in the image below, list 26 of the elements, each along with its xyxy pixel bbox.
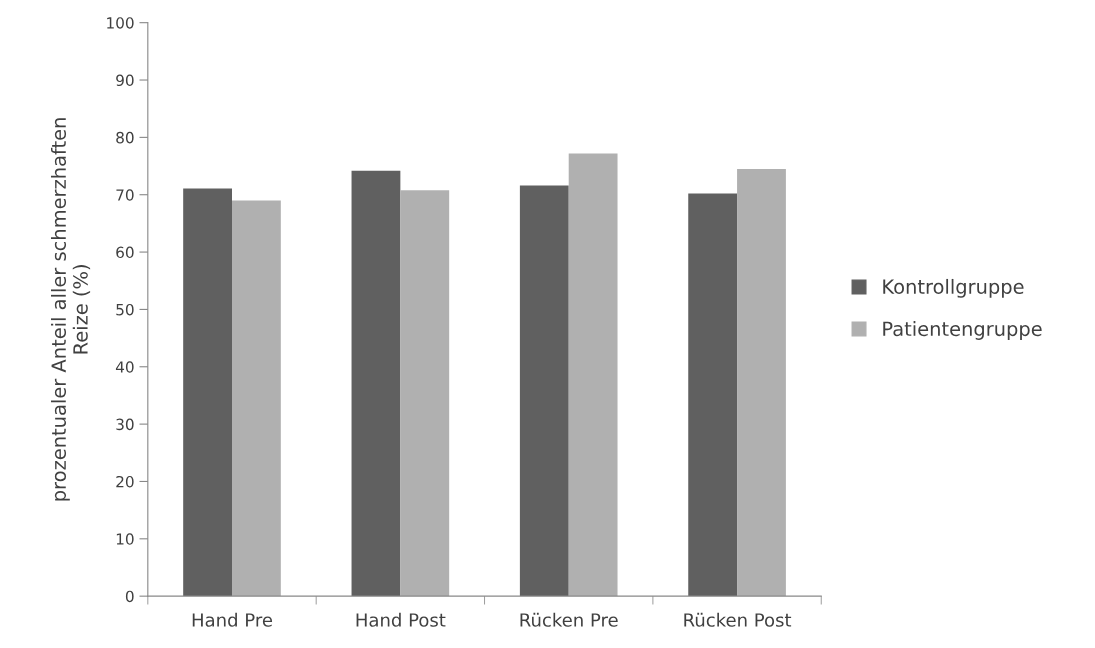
y-tick-label: 100 [107,17,134,29]
y-axis-title: prozentualer Anteil aller schmerzhaften Reize (%) [50,118,91,501]
x-tick-label: Rücken Post [684,612,792,627]
y-tick-label: 80 [116,131,134,144]
bar [568,153,618,597]
bar [737,168,786,597]
bar [351,170,401,597]
y-tick-label: 40 [115,361,134,373]
y-tick-label: 20 [116,475,134,488]
y-tick-label: 50 [116,303,134,316]
bar [519,185,569,597]
bar [400,190,450,597]
y-tick-label: 90 [116,74,134,87]
bar [688,193,738,597]
x-tick-label: Hand Pre [192,612,273,627]
x-tick-label: Rücken Pre [520,612,618,627]
y-tick-label: 10 [116,533,134,545]
x-tick-label: Hand Post [356,612,446,627]
y-tick-label: 30 [116,418,134,431]
bar [232,200,281,597]
y-tick-label: 60 [116,246,134,259]
legend-label: Kontrollgruppe [883,278,1024,298]
legend-label: Patientengruppe [883,321,1042,340]
y-tick-label: 0 [125,590,134,603]
bar [183,188,232,597]
y-tick-label: 70 [116,189,134,201]
